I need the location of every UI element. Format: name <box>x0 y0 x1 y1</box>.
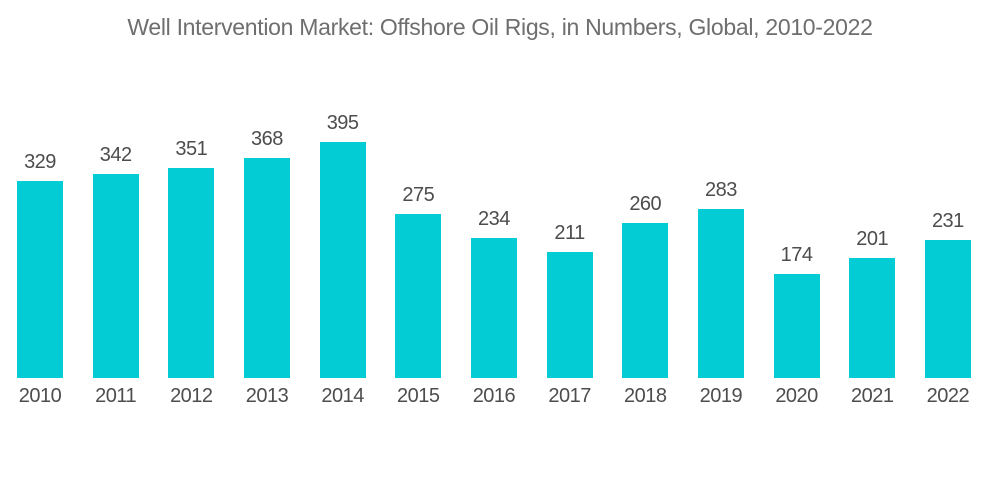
x-tick-label: 2016 <box>472 385 516 407</box>
bar-value-label: 260 <box>629 193 662 215</box>
x-tick-label: 2018 <box>624 385 667 407</box>
bar <box>243 158 290 378</box>
bar-column: 211 2017 <box>546 104 593 408</box>
bar-value-label: 231 <box>931 210 964 232</box>
x-tick-label: 2011 <box>95 385 137 407</box>
bar-value-label: 351 <box>175 138 208 160</box>
bar-column: 174 2020 <box>773 104 820 408</box>
bar-column: 342 2011 <box>92 104 139 408</box>
bar <box>546 252 593 378</box>
x-tick-label: 2010 <box>18 385 62 407</box>
bar-column: 368 2013 <box>243 104 290 408</box>
x-tick-label: 2012 <box>170 385 213 407</box>
chart-title: Well Intervention Market: Offshore Oil R… <box>127 14 873 40</box>
bar <box>168 168 215 378</box>
bar-value-label: 368 <box>251 128 283 150</box>
bar-value-label: 174 <box>780 244 813 266</box>
bar <box>470 238 517 378</box>
bar-value-label: 211 <box>554 222 585 244</box>
bar-value-label: 329 <box>24 151 56 173</box>
bar <box>773 274 820 378</box>
bar <box>92 174 139 378</box>
bar-column: 275 2015 <box>395 104 442 408</box>
bar-column: 231 2022 <box>924 104 971 408</box>
x-tick-label: 2017 <box>548 385 591 407</box>
bar-column: 234 2016 <box>470 104 517 408</box>
x-tick-label: 2022 <box>926 385 970 407</box>
bar <box>395 214 442 378</box>
bar <box>697 209 744 378</box>
bar-column: 260 2018 <box>622 104 669 408</box>
bar-value-label: 342 <box>99 144 132 166</box>
bar <box>17 181 63 378</box>
bar-column: 283 2019 <box>697 104 744 408</box>
x-tick-label: 2021 <box>850 385 894 407</box>
bar <box>849 258 896 378</box>
bar-value-label: 234 <box>478 208 510 230</box>
bar-value-label: 201 <box>856 228 889 250</box>
bar <box>924 240 971 378</box>
bar-column: 395 2014 <box>319 104 366 408</box>
x-tick-label: 2014 <box>321 385 364 407</box>
bar-value-label: 395 <box>326 112 359 134</box>
bar <box>622 223 669 378</box>
bar-column: 329 2010 <box>17 104 63 408</box>
bar <box>319 142 366 378</box>
bar-column: 351 2012 <box>168 104 215 408</box>
x-tick-label: 2015 <box>397 385 440 407</box>
bar-column: 201 2021 <box>849 104 896 408</box>
bar-chart: 329 2010 342 2011 351 2012 368 2013 395 2014 275 20… <box>17 104 971 408</box>
x-tick-label: 2013 <box>245 385 289 407</box>
bar-value-label: 275 <box>402 184 435 206</box>
x-tick-label: 2020 <box>775 385 818 407</box>
x-tick-label: 2019 <box>699 385 743 407</box>
bar-value-label: 283 <box>704 179 737 201</box>
